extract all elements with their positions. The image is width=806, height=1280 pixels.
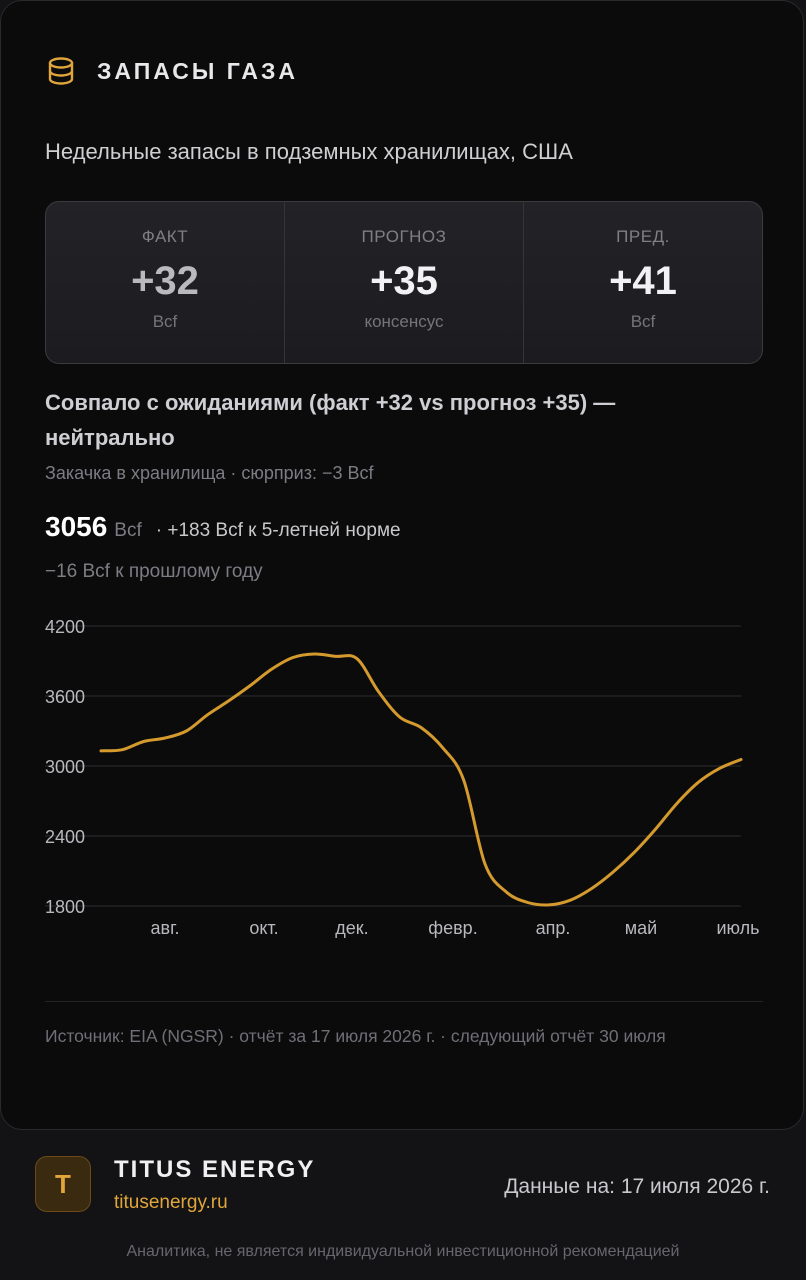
storage-line-chart: 4200 3600 3000 2400 1800 авг. окт. дек. февр. апр… [45, 617, 760, 938]
card-header: ЗАПАСЫ ГАЗА [45, 55, 298, 87]
stat-label: ПРОГНОЗ [361, 227, 447, 246]
y-tick-label: 4200 [45, 617, 85, 637]
x-tick-label: дек. [335, 918, 368, 938]
y-tick-label: 2400 [45, 827, 85, 847]
y-tick-label: 3600 [45, 687, 85, 707]
y-tick-label: 3000 [45, 757, 85, 777]
stat-forecast: ПРОГНОЗ +35 консенсус [284, 202, 523, 363]
level-unit: Bcf [114, 520, 142, 541]
gas-storage-card: ЗАПАСЫ ГАЗА Недельные запасы в подземных… [0, 0, 804, 1130]
surprise-detail: Закачка в хранилища · сюрприз: −3 Bcf [45, 463, 374, 483]
stat-value: +41 [609, 259, 677, 303]
data-as-of: Данные на: 17 июля 2026 г. [504, 1175, 770, 1198]
database-icon [48, 57, 74, 85]
brand-name: TITUS ENERGY [114, 1156, 316, 1183]
divider [45, 1001, 763, 1002]
disclaimer: Аналитика, не является индивидуальной ин… [126, 1243, 680, 1260]
x-tick-label: июль [716, 918, 759, 938]
x-tick-label: май [625, 918, 657, 938]
stat-previous: ПРЕД. +41 Bcf [523, 202, 762, 363]
verdict-text: Совпало с ожиданиями (факт +32 vs прогно… [45, 390, 616, 450]
level-vs-norm: · +183 Bcf к 5-летней норме [155, 520, 401, 541]
brand-site-link[interactable]: titusenergy.ru [114, 1192, 228, 1213]
level-value: 3056 [45, 511, 108, 542]
year-over-year: −16 Bcf к прошлому году [45, 561, 263, 582]
brand-logo: T [35, 1156, 91, 1212]
x-tick-label: авг. [151, 918, 180, 938]
stat-value: +32 [131, 259, 199, 303]
x-tick-label: окт. [249, 918, 278, 938]
source-note: Источник: EIA (NGSR) · отчёт за 17 июля … [45, 1026, 666, 1046]
stat-unit: консенсус [364, 312, 444, 331]
x-tick-label: февр. [428, 918, 477, 938]
x-tick-label: апр. [536, 918, 571, 938]
card-title: ЗАПАСЫ ГАЗА [97, 57, 299, 84]
stat-unit: Bcf [152, 312, 178, 331]
stat-actual: ФАКТ +32 Bcf [46, 202, 284, 363]
stat-label: ПРЕД. [616, 227, 670, 246]
stat-label: ФАКТ [141, 227, 189, 246]
storage-series-line [99, 652, 743, 907]
stat-unit: Bcf [630, 312, 656, 331]
storage-level: 3056 Bcf · +183 Bcf к 5-летней норме [45, 511, 401, 543]
stats-panel: ФАКТ +32 Bcf ПРОГНОЗ +35 консенсус ПРЕД.… [45, 201, 763, 364]
y-tick-label: 1800 [45, 897, 85, 917]
card-subtitle: Недельные запасы в подземных хранилищах,… [45, 139, 573, 164]
stat-value: +35 [370, 259, 438, 303]
